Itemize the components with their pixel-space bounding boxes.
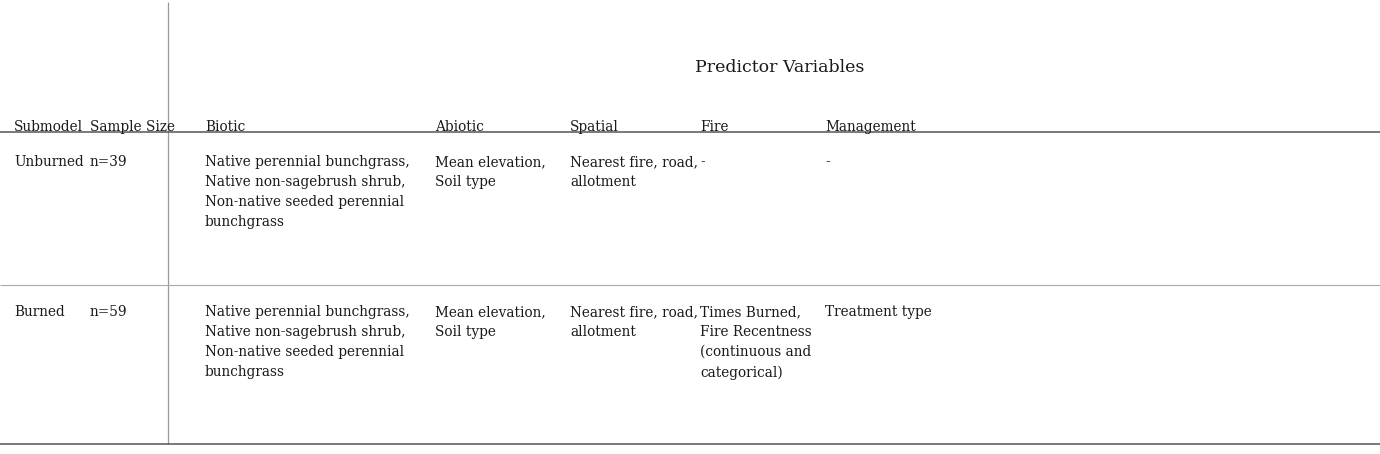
Text: Native perennial bunchgrass,
Native non-sagebrush shrub,
Non-native seeded peren: Native perennial bunchgrass, Native non-… — [206, 155, 410, 229]
Text: Sample Size: Sample Size — [90, 120, 175, 134]
Text: Spatial: Spatial — [570, 120, 618, 134]
Text: Nearest fire, road,
allotment: Nearest fire, road, allotment — [570, 305, 698, 339]
Text: Mean elevation,
Soil type: Mean elevation, Soil type — [435, 155, 545, 189]
Text: Treatment type: Treatment type — [825, 305, 932, 319]
Text: Management: Management — [825, 120, 916, 134]
Text: n=59: n=59 — [90, 305, 127, 319]
Text: Times Burned,
Fire Recentness
(continuous and
categorical): Times Burned, Fire Recentness (continuou… — [700, 305, 811, 380]
Text: Unburned: Unburned — [14, 155, 84, 169]
Text: Biotic: Biotic — [206, 120, 246, 134]
Text: Submodel: Submodel — [14, 120, 83, 134]
Text: Mean elevation,
Soil type: Mean elevation, Soil type — [435, 305, 545, 339]
Text: Predictor Variables: Predictor Variables — [696, 59, 865, 77]
Text: n=39: n=39 — [90, 155, 127, 169]
Text: Abiotic: Abiotic — [435, 120, 484, 134]
Text: Nearest fire, road,
allotment: Nearest fire, road, allotment — [570, 155, 698, 189]
Text: -: - — [825, 155, 829, 169]
Text: Native perennial bunchgrass,
Native non-sagebrush shrub,
Non-native seeded peren: Native perennial bunchgrass, Native non-… — [206, 305, 410, 379]
Text: -: - — [700, 155, 705, 169]
Text: Fire: Fire — [700, 120, 729, 134]
Text: Burned: Burned — [14, 305, 65, 319]
